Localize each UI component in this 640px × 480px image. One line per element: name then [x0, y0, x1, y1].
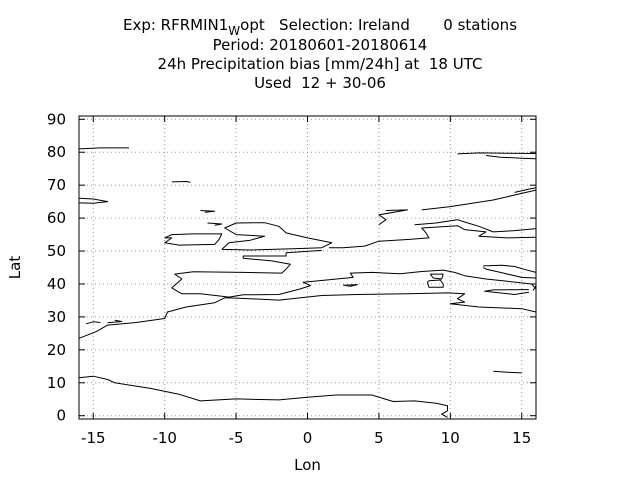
coastline: [414, 219, 537, 233]
y-tick-label: 70: [47, 176, 66, 194]
coastline: [200, 210, 216, 213]
x-tick-label: -15: [81, 429, 106, 447]
coastline: [514, 187, 537, 193]
coastline: [221, 222, 333, 251]
coastline: [427, 279, 444, 288]
y-tick-label: 80: [47, 143, 66, 161]
title-line-period: Period: 20180601-20180614: [212, 36, 428, 54]
coastline: [85, 321, 101, 325]
coastline: [493, 370, 522, 374]
y-tick-label: 90: [47, 110, 66, 128]
x-axis-label: Lon: [294, 456, 321, 474]
x-tick-label: 10: [441, 429, 460, 447]
chart-title: Exp: RFRMIN1Wopt Selection: Ireland 0 st…: [0, 16, 640, 93]
x-tick-label: -10: [152, 429, 177, 447]
title-exp-prefix: Exp: RFRMIN1: [122, 16, 229, 34]
title-line-used: Used 12 + 30-06: [254, 74, 386, 92]
coastline: [328, 225, 537, 249]
y-tick-label: 50: [47, 242, 66, 260]
y-tick-label: 20: [47, 341, 66, 359]
title-exp-suffix: opt Selection: Ireland 0 stations: [240, 16, 518, 34]
title-line-experiment: Exp: RFRMIN1Wopt Selection: Ireland 0 st…: [0, 16, 640, 38]
plot-frame: [78, 115, 537, 420]
coastline: [78, 147, 129, 150]
grid-lines: [79, 116, 536, 419]
title-exp-subscript: W: [228, 24, 241, 38]
y-tick-label: 40: [47, 275, 66, 293]
coastline: [78, 375, 448, 418]
coastline: [207, 222, 223, 226]
coastline: [171, 181, 191, 183]
y-tick-label: 10: [47, 374, 66, 392]
coastline: [343, 284, 358, 287]
coastline: [482, 267, 537, 279]
coastline: [107, 319, 123, 324]
coastline: [421, 189, 537, 211]
coastline: [78, 197, 109, 204]
coastline: [484, 289, 529, 295]
coastline: [483, 264, 537, 273]
coastline: [378, 209, 408, 226]
title-line-parameter: 24h Precipitation bias [mm/24h] at 18 UT…: [157, 55, 483, 73]
coastlines: [78, 147, 537, 418]
coastline: [457, 152, 537, 155]
coastline: [429, 273, 444, 280]
y-axis-label: Lat: [6, 256, 24, 280]
y-tick-label: 30: [47, 308, 66, 326]
coastline: [164, 233, 223, 246]
x-tick-label: 0: [303, 429, 313, 447]
coastline: [485, 155, 537, 160]
x-tick-label: -5: [229, 429, 244, 447]
x-tick-label: 5: [374, 429, 384, 447]
y-tick-label: 0: [56, 407, 66, 425]
axis-ticks: -15 -10 -5 0 5 10 15 0 10 20 30 40 50 60 70 80 90: [47, 110, 536, 447]
x-tick-label: 15: [512, 429, 531, 447]
coastline: [171, 249, 537, 298]
y-tick-label: 60: [47, 209, 66, 227]
coastline: [78, 292, 537, 339]
